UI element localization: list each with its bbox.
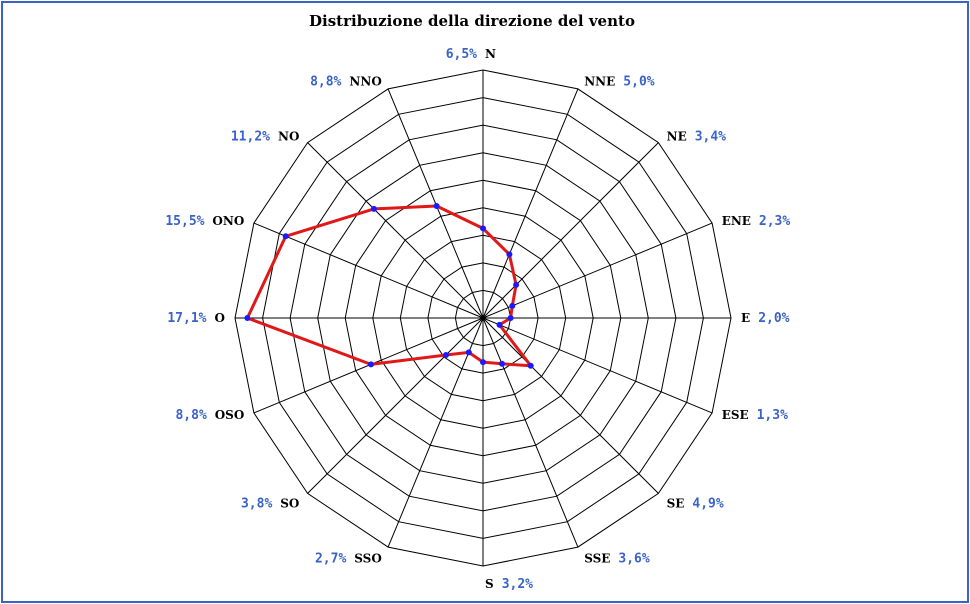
direction-label-e: E: [741, 311, 750, 325]
value-label-ese: 1,3%: [757, 408, 788, 423]
direction-label-no: NO: [278, 129, 299, 143]
data-point-ese: [496, 321, 503, 328]
data-point-o: [244, 315, 251, 321]
value-label-n: 6,5%: [446, 47, 477, 62]
direction-label-oso: OSO: [215, 408, 245, 422]
direction-label-nno: NNO: [349, 74, 381, 88]
direction-label-sso: SSO: [354, 552, 382, 566]
spoke-ese: [482, 317, 713, 414]
value-label-ne: 3,4%: [695, 129, 726, 144]
direction-label-o: O: [215, 311, 225, 325]
direction-label-so: SO: [280, 497, 299, 511]
direction-label-s: S: [485, 577, 494, 591]
direction-label-n: N: [485, 47, 496, 61]
data-point-nne: [506, 251, 513, 258]
spoke-ne: [482, 142, 659, 319]
spoke-so: [307, 317, 484, 494]
value-label-nne: 5,0%: [623, 74, 654, 89]
spoke-se: [482, 317, 659, 494]
chart-title: Distribuzione della direzione del vento: [309, 12, 635, 30]
data-point-n: [480, 225, 486, 232]
data-point-ene: [509, 302, 516, 309]
series-line: [245, 204, 533, 368]
data-point-ne: [513, 281, 520, 288]
value-label-e: 2,0%: [758, 311, 789, 326]
spoke-ono: [253, 222, 484, 319]
data-point-nno: [433, 203, 440, 209]
value-label-sse: 3,6%: [618, 552, 649, 567]
value-label-oso: 8,8%: [175, 408, 206, 423]
data-point-oso: [368, 361, 374, 368]
data-point-sso: [465, 349, 472, 356]
direction-label-ono: ONO: [212, 214, 244, 228]
direction-label-sse: SSE: [584, 552, 610, 566]
value-label-ene: 2,3%: [759, 214, 790, 229]
value-label-sso: 2,7%: [315, 552, 346, 567]
data-point-no: [370, 205, 377, 212]
direction-label-ne: NE: [667, 129, 687, 143]
spoke-ene: [482, 222, 713, 319]
direction-label-ene: ENE: [722, 214, 751, 228]
data-point-so: [443, 352, 449, 358]
series-layer: [244, 203, 534, 369]
value-label-so: 3,8%: [241, 497, 272, 512]
value-label-no: 11,2%: [231, 129, 270, 144]
value-label-nno: 8,8%: [310, 74, 341, 89]
value-label-ono: 15,5%: [165, 214, 204, 229]
spoke-sse: [482, 317, 579, 548]
value-label-o: 17,1%: [167, 311, 206, 326]
value-label-se: 4,9%: [692, 497, 723, 512]
labels: N 6,5% NNE 5,0% NE 3,4% ENE 2,3% E 2,0% ESE 1,3% SE 4…: [165, 47, 790, 592]
spoke-sso: [387, 317, 484, 548]
spoke-nne: [482, 88, 579, 319]
data-point-sse: [499, 360, 505, 367]
data-point-s: [480, 359, 486, 366]
direction-label-ese: ESE: [722, 408, 749, 422]
data-point-se: [527, 362, 534, 369]
value-label-s: 3,2%: [502, 577, 533, 592]
direction-label-nne: NNE: [584, 74, 615, 88]
data-point-e: [507, 315, 514, 321]
spokes: [235, 70, 731, 566]
direction-label-se: SE: [667, 497, 685, 511]
spoke-no: [307, 142, 484, 319]
data-point-ono: [282, 233, 289, 240]
